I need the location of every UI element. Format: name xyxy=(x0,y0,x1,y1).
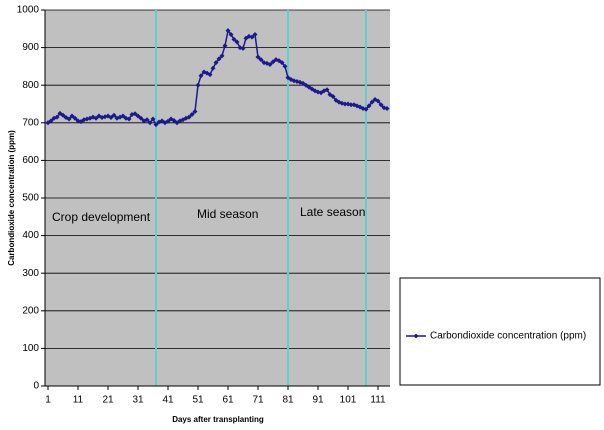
marker xyxy=(192,109,198,115)
marker xyxy=(153,122,159,128)
y-tick-label: 200 xyxy=(22,305,39,316)
marker xyxy=(165,118,171,124)
marker xyxy=(66,116,72,122)
marker xyxy=(255,54,261,60)
annotation: Late season xyxy=(300,205,365,219)
marker xyxy=(120,113,126,119)
marker xyxy=(258,57,264,63)
marker xyxy=(213,60,219,66)
marker xyxy=(138,115,144,121)
marker xyxy=(54,114,60,120)
marker xyxy=(195,82,201,88)
marker xyxy=(126,116,132,122)
y-tick-label: 100 xyxy=(22,343,39,354)
marker xyxy=(48,118,54,124)
marker xyxy=(384,106,390,112)
y-tick-label: 600 xyxy=(22,155,39,166)
x-tick-label: 81 xyxy=(282,395,294,406)
marker xyxy=(231,36,237,42)
marker xyxy=(219,53,225,59)
marker xyxy=(234,39,240,45)
y-tick-label: 1000 xyxy=(17,5,40,16)
y-tick-label: 800 xyxy=(22,80,39,91)
legend-label: Carbondioxide concentration (ppm) xyxy=(430,331,586,342)
marker xyxy=(366,103,372,109)
marker xyxy=(111,112,117,118)
marker xyxy=(135,113,141,119)
marker xyxy=(342,101,348,107)
y-tick-label: 400 xyxy=(22,230,39,241)
marker xyxy=(210,65,216,71)
x-tick-label: 111 xyxy=(370,395,386,406)
x-tick-label: 11 xyxy=(73,395,84,406)
x-tick-label: 41 xyxy=(162,395,174,406)
marker xyxy=(69,113,75,119)
legend-box xyxy=(399,277,601,386)
marker xyxy=(189,112,195,118)
marker xyxy=(252,31,258,37)
marker xyxy=(240,45,246,51)
annotation: Crop development xyxy=(52,210,151,224)
marker xyxy=(222,43,228,49)
x-tick-label: 71 xyxy=(252,395,264,406)
marker xyxy=(132,111,138,117)
marker xyxy=(207,72,213,78)
marker xyxy=(282,63,288,69)
marker xyxy=(72,115,78,121)
x-axis-label: Days after transplanting xyxy=(172,415,264,424)
marker xyxy=(225,28,231,34)
marker xyxy=(270,59,276,65)
y-tick-label: 0 xyxy=(33,381,39,392)
legend-marker xyxy=(413,333,419,339)
x-tick-label: 31 xyxy=(132,395,144,406)
x-tick-label: 91 xyxy=(312,395,324,406)
marker xyxy=(279,60,285,66)
marker xyxy=(324,87,330,93)
x-tick-label: 61 xyxy=(222,395,234,406)
marker xyxy=(198,73,204,79)
x-tick-label: 21 xyxy=(102,395,114,406)
marker xyxy=(186,114,192,120)
marker xyxy=(330,93,336,99)
y-tick-label: 300 xyxy=(22,268,39,279)
marker xyxy=(267,62,273,68)
marker xyxy=(93,115,99,121)
y-tick-label: 500 xyxy=(22,193,39,204)
marker xyxy=(108,115,114,121)
x-tick-label: 51 xyxy=(192,395,204,406)
marker xyxy=(249,34,255,40)
y-tick-label: 900 xyxy=(22,42,39,53)
marker xyxy=(369,99,375,105)
marker xyxy=(60,112,66,118)
marker xyxy=(375,98,381,104)
marker xyxy=(228,31,234,37)
marker xyxy=(378,102,384,108)
marker xyxy=(363,106,369,112)
marker xyxy=(147,120,153,126)
marker xyxy=(150,116,156,122)
x-tick-label: 101 xyxy=(340,395,357,406)
x-tick-label: 1 xyxy=(45,395,51,406)
marker xyxy=(171,118,177,124)
marker xyxy=(216,56,222,62)
annotation: Mid season xyxy=(197,207,258,221)
y-axis-label: Carbondioxide concentration (ppm) xyxy=(7,130,16,266)
marker xyxy=(144,117,150,123)
marker xyxy=(348,102,354,108)
y-tick-label: 700 xyxy=(22,117,39,128)
